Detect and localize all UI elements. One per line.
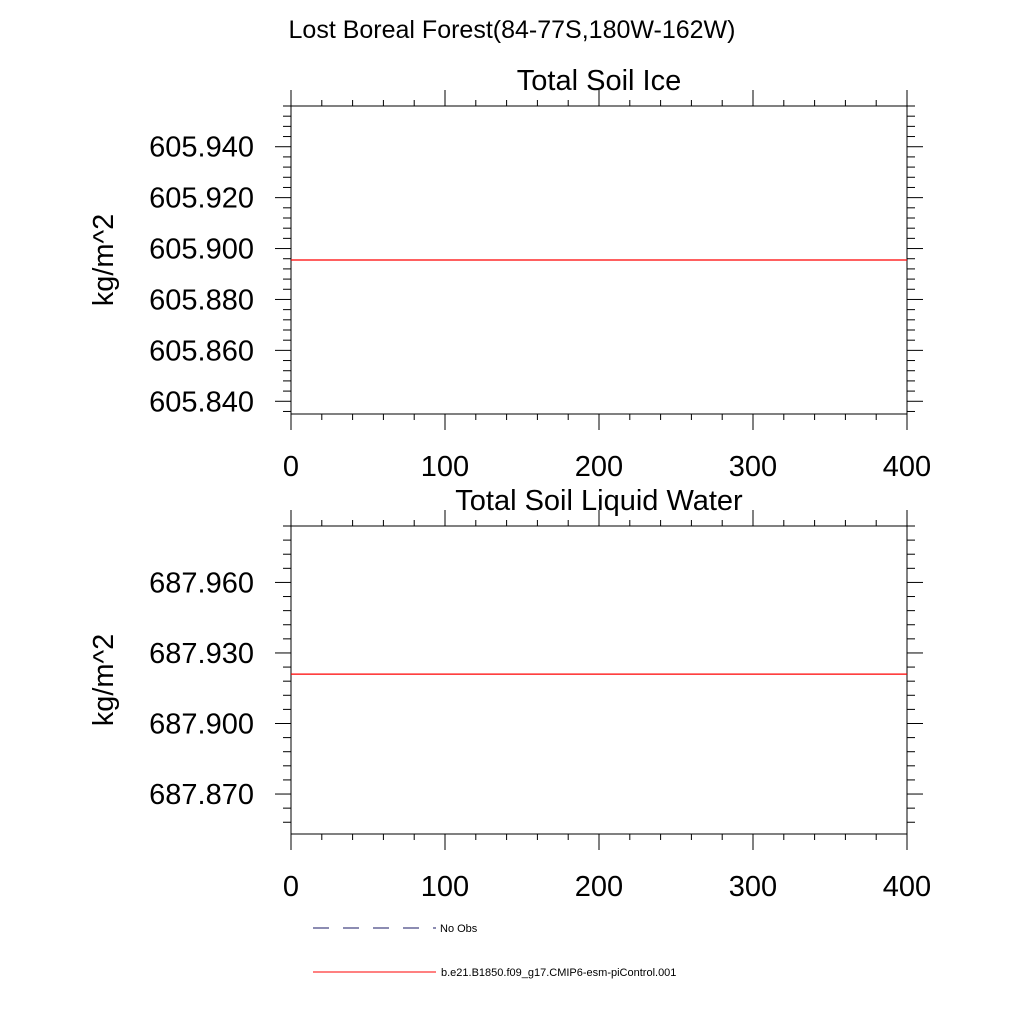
figure-title: Lost Boreal Forest(84-77S,180W-162W) xyxy=(0,16,1024,45)
x-tick-label: 400 xyxy=(883,451,931,483)
figure-title-text: Lost Boreal Forest(84-77S,180W-162W) xyxy=(288,16,736,44)
y-tick-label: 605.880 xyxy=(149,284,254,316)
plot-frame xyxy=(290,525,908,835)
x-tick-label: 300 xyxy=(729,451,777,483)
legend-label: No Obs xyxy=(440,923,478,935)
x-tick-label: 200 xyxy=(575,451,623,483)
y-tick-label: 687.870 xyxy=(149,779,254,811)
x-tick-label: 0 xyxy=(283,451,299,483)
y-tick-label: 605.900 xyxy=(149,234,254,266)
y-tick-label: 687.900 xyxy=(149,708,254,740)
x-tick-label: 300 xyxy=(729,871,777,903)
y-axis-label: kg/m^2 xyxy=(88,634,120,727)
x-tick-label: 200 xyxy=(575,871,623,903)
y-tick-label: 687.960 xyxy=(149,567,254,599)
legend: No Obs b.e21.B1850.f09_g17.CMIP6-esm-piCo… xyxy=(313,923,676,979)
x-tick-label: 400 xyxy=(883,871,931,903)
y-axis-label: kg/m^2 xyxy=(88,214,120,307)
y-tick-label: 605.940 xyxy=(149,132,254,164)
y-tick-label: 605.860 xyxy=(149,335,254,367)
y-tick-label: 605.840 xyxy=(149,386,254,418)
x-tick-label: 100 xyxy=(421,451,469,483)
x-tick-label: 100 xyxy=(421,871,469,903)
y-tick-label: 605.920 xyxy=(149,183,254,215)
y-tick-label: 687.930 xyxy=(149,638,254,670)
legend-label: b.e21.B1850.f09_g17.CMIP6-esm-piControl.… xyxy=(441,967,676,979)
x-tick-label: 0 xyxy=(283,871,299,903)
